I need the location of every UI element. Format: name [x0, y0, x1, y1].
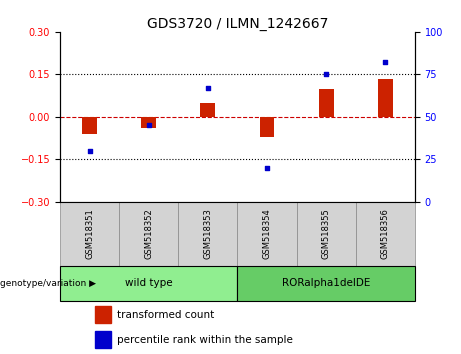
Text: GSM518354: GSM518354 — [262, 208, 272, 259]
Bar — [82, 117, 97, 134]
Bar — [201, 103, 215, 117]
Bar — [296, 202, 356, 266]
Bar — [60, 202, 119, 266]
Bar — [141, 117, 156, 128]
Text: percentile rank within the sample: percentile rank within the sample — [117, 335, 293, 344]
Text: transformed count: transformed count — [117, 310, 214, 320]
Bar — [356, 202, 415, 266]
Point — [263, 165, 271, 171]
Text: GSM518352: GSM518352 — [144, 208, 153, 259]
Text: genotype/variation ▶: genotype/variation ▶ — [0, 279, 96, 288]
Text: RORalpha1delDE: RORalpha1delDE — [282, 278, 370, 288]
Point — [145, 122, 152, 128]
Text: GSM518353: GSM518353 — [203, 208, 213, 259]
Bar — [95, 306, 112, 323]
Bar — [178, 202, 237, 266]
Bar — [237, 202, 296, 266]
Bar — [95, 331, 112, 348]
Text: GSM518351: GSM518351 — [85, 208, 94, 259]
Point — [86, 148, 93, 154]
Bar — [60, 266, 237, 301]
Point — [322, 72, 330, 77]
Bar — [378, 79, 393, 117]
Bar — [237, 266, 415, 301]
Bar — [319, 88, 334, 117]
Bar — [260, 117, 274, 137]
Text: wild type: wild type — [125, 278, 172, 288]
Title: GDS3720 / ILMN_1242667: GDS3720 / ILMN_1242667 — [147, 17, 328, 31]
Bar — [119, 202, 178, 266]
Point — [204, 85, 212, 91]
Point — [382, 59, 389, 65]
Text: GSM518355: GSM518355 — [322, 208, 331, 259]
Text: GSM518356: GSM518356 — [381, 208, 390, 259]
